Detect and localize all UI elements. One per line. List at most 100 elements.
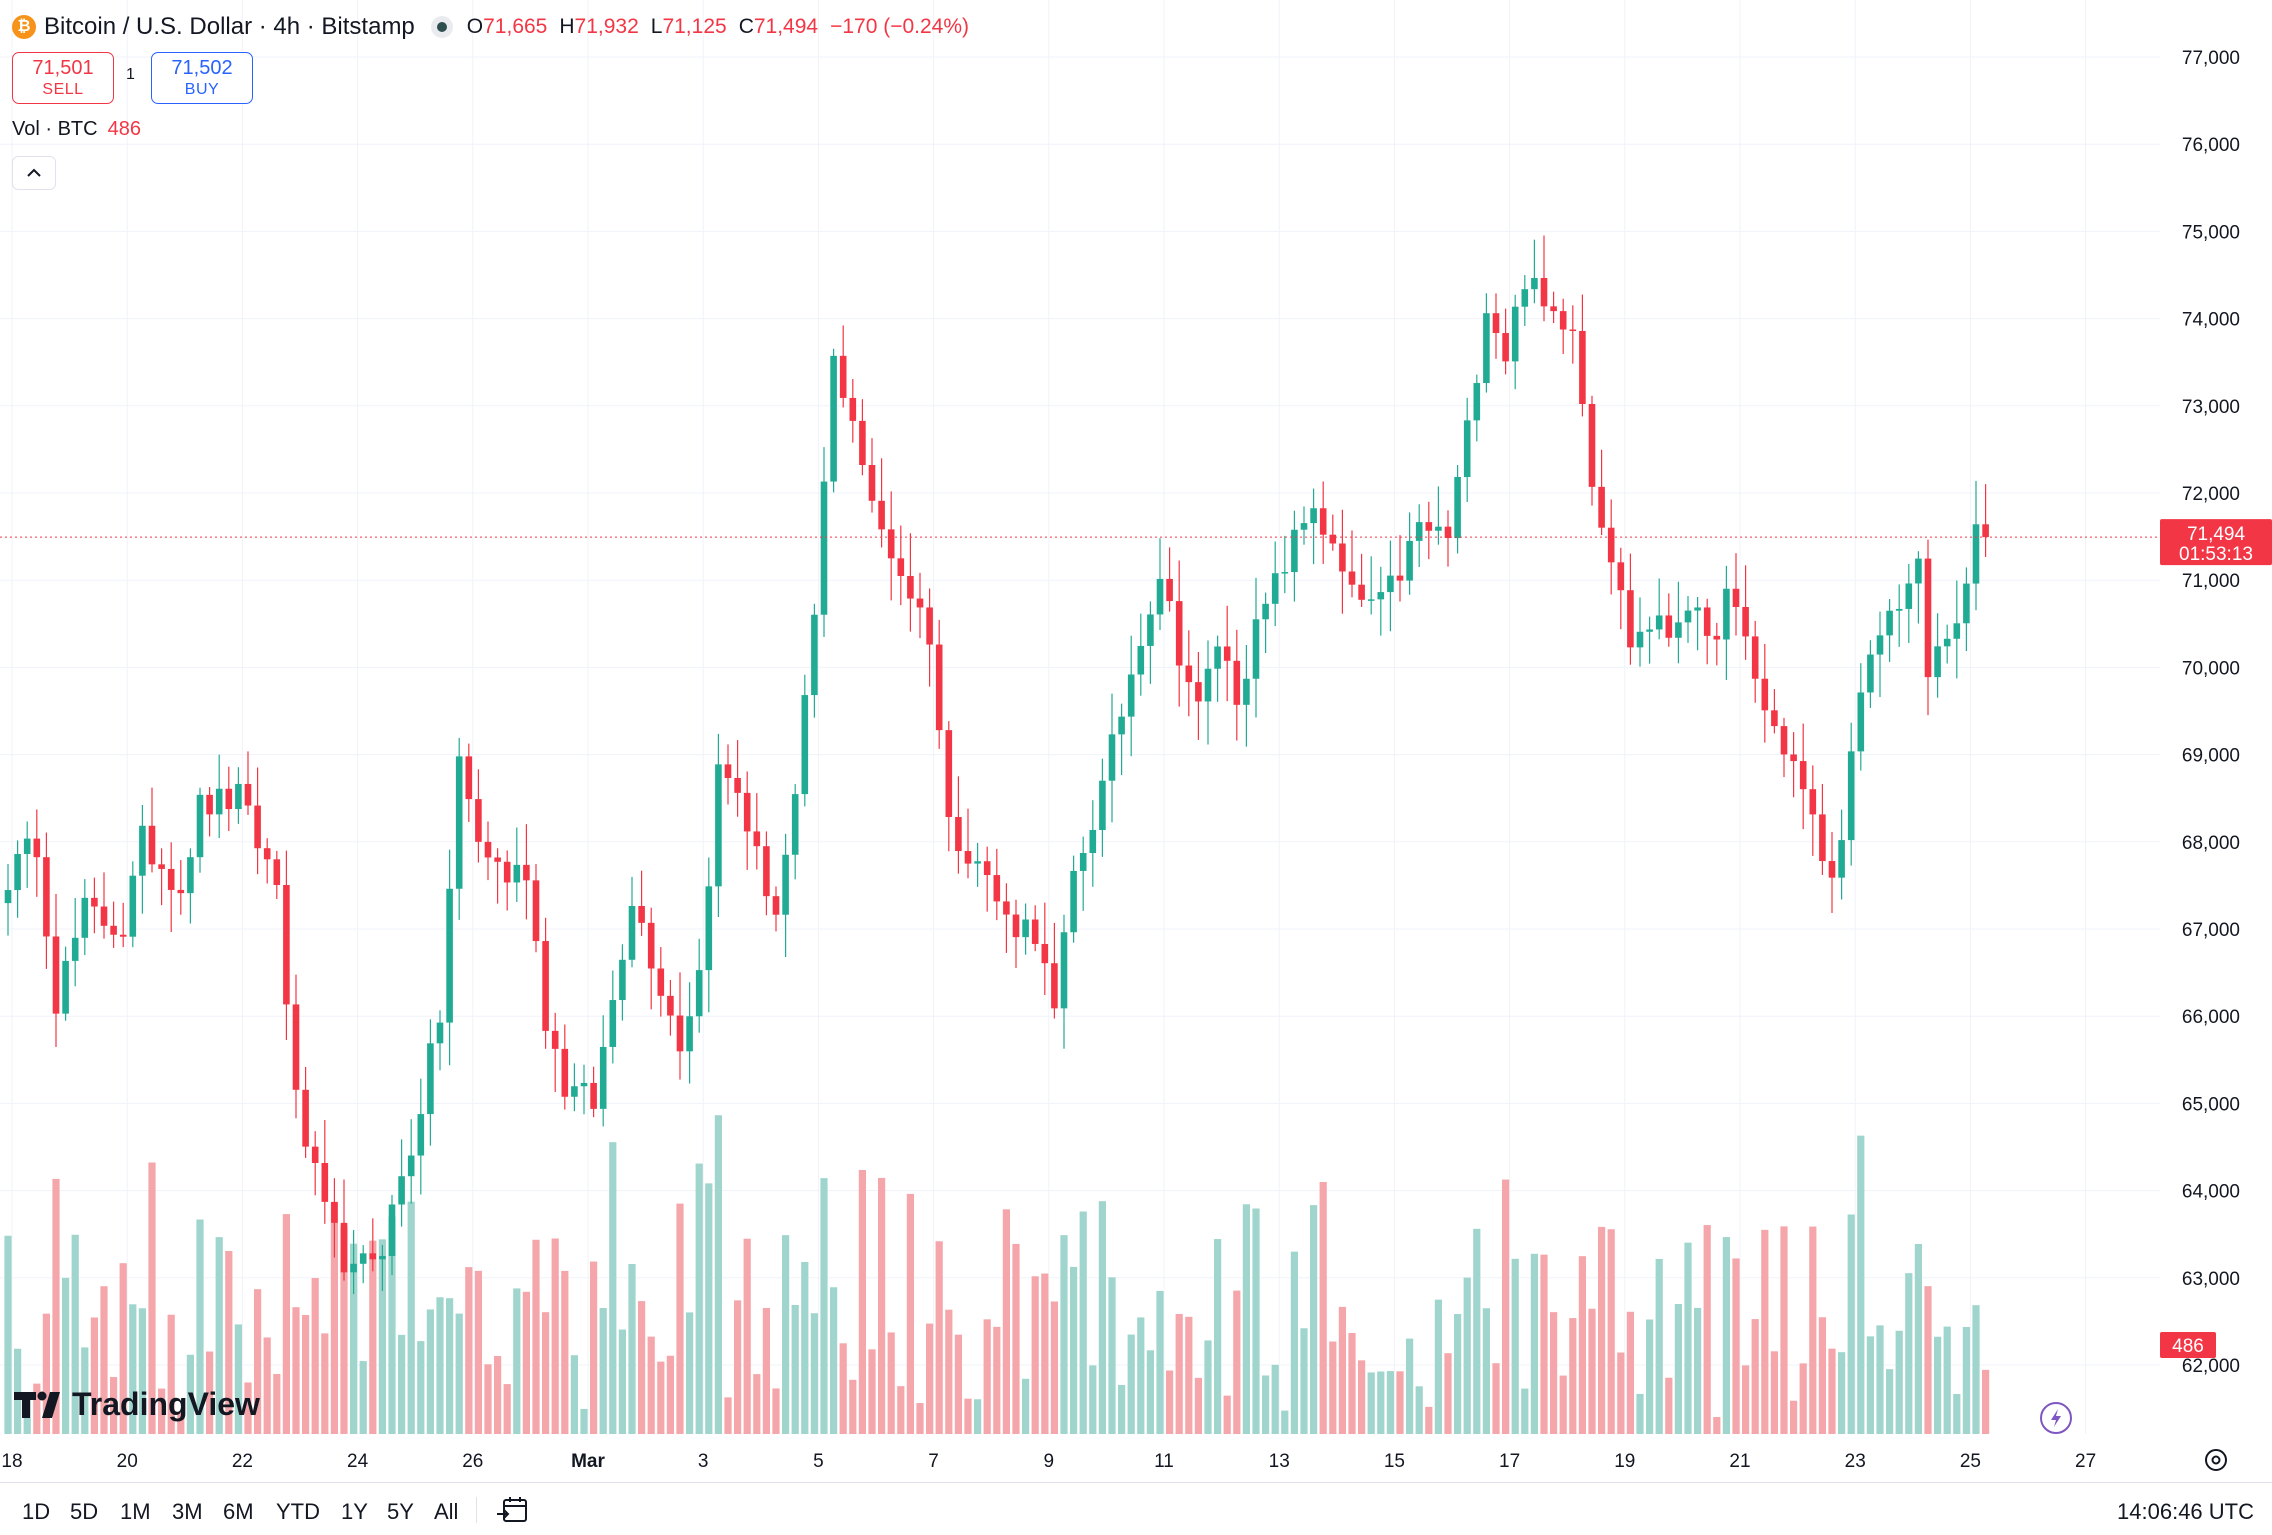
candle[interactable] [1915,551,1922,624]
candle[interactable] [1531,239,1538,304]
candle[interactable] [14,840,21,918]
candle[interactable] [1070,855,1077,943]
candle[interactable] [1675,581,1682,664]
candle[interactable] [523,824,530,920]
candle[interactable] [1963,567,1970,652]
date-range-icon[interactable] [496,1495,530,1525]
candle[interactable] [590,1066,597,1118]
candle[interactable] [1828,831,1836,913]
candle[interactable] [52,893,60,1047]
candle[interactable] [206,787,213,837]
candle[interactable] [1924,539,1932,716]
candle[interactable] [1502,308,1509,375]
candle[interactable] [1934,613,1941,698]
candle[interactable] [1031,905,1039,952]
candle[interactable] [1655,578,1663,640]
candle[interactable] [839,325,847,408]
timeframe-6m[interactable]: 6M [223,1499,254,1524]
candle[interactable] [455,737,463,920]
candle[interactable] [244,751,252,815]
candle[interactable] [292,974,300,1119]
candle[interactable] [791,784,799,880]
candle[interactable] [907,533,914,632]
candle[interactable] [1204,640,1212,745]
candle[interactable] [695,938,703,1033]
candle[interactable] [868,438,876,513]
volume-legend[interactable]: Vol · BTC 486 [12,118,141,141]
candle[interactable] [542,917,549,1049]
candle[interactable] [1627,553,1634,665]
candle[interactable] [1751,620,1759,703]
candle[interactable] [1895,584,1903,647]
candle[interactable] [811,603,818,718]
candle[interactable] [1713,622,1721,666]
timeframe-3m[interactable]: 3M [172,1499,203,1524]
candle[interactable] [724,744,732,805]
candle[interactable] [1463,397,1471,503]
candle[interactable] [1732,553,1740,636]
candle[interactable] [407,1119,415,1204]
candle[interactable] [945,721,953,852]
candle[interactable] [196,787,204,873]
candle[interactable] [23,821,31,888]
candle[interactable] [369,1218,377,1272]
candle[interactable] [1694,596,1701,651]
sell-button[interactable]: 71,501 SELL [12,52,114,104]
timeframe-5y[interactable]: 5Y [387,1499,414,1524]
candle[interactable] [571,1063,578,1112]
candle[interactable] [1444,510,1452,567]
candle[interactable] [1665,593,1673,647]
candle[interactable] [283,850,290,1041]
candle[interactable] [1387,540,1394,632]
candle[interactable] [81,879,89,956]
candle[interactable] [1435,486,1442,545]
candle[interactable] [734,740,741,817]
candle[interactable] [830,348,837,493]
candle[interactable] [551,1012,559,1093]
candle[interactable] [1041,902,1049,996]
candle[interactable] [1099,758,1106,857]
candle[interactable] [1166,547,1173,612]
candle[interactable] [1492,293,1500,359]
candle[interactable] [580,1064,588,1115]
candle[interactable] [1867,640,1874,708]
candle[interactable] [935,619,943,749]
candle[interactable] [263,838,271,884]
timeframe-1y[interactable]: 1Y [341,1499,368,1524]
candle[interactable] [1291,510,1298,602]
candle[interactable] [599,1015,607,1127]
candle[interactable] [1847,722,1855,866]
candle[interactable] [897,525,905,606]
candle[interactable] [1252,577,1260,718]
candle[interactable] [1483,293,1490,393]
candle[interactable] [1051,922,1058,1019]
collapse-legend-button[interactable] [12,156,56,190]
candle[interactable] [1425,501,1433,560]
candle[interactable] [955,776,962,874]
candle[interactable] [705,857,713,1013]
timeframe-1m[interactable]: 1M [120,1499,151,1524]
symbol-title[interactable]: Bitcoin / U.S. Dollar · 4h · Bitstamp [44,13,415,40]
candle[interactable] [1799,723,1807,830]
candle[interactable] [1982,484,1989,557]
candle[interactable] [1579,294,1586,417]
candle[interactable] [235,767,242,824]
candle[interactable] [4,863,12,936]
candle[interactable] [1780,717,1788,778]
candle[interactable] [331,1178,338,1258]
candle[interactable] [1003,883,1010,953]
candle[interactable] [763,831,770,916]
candle[interactable] [1886,599,1893,662]
candle[interactable] [119,902,127,948]
candle[interactable] [609,970,617,1064]
candle[interactable] [1742,565,1749,660]
candle[interactable] [43,832,50,969]
candle[interactable] [1262,592,1269,654]
candle[interactable] [177,860,185,915]
candle[interactable] [158,848,165,906]
candle[interactable] [801,674,809,807]
candle[interactable] [100,872,108,939]
candle[interactable] [1175,560,1183,707]
candle[interactable] [628,876,636,968]
candle[interactable] [993,848,1001,921]
